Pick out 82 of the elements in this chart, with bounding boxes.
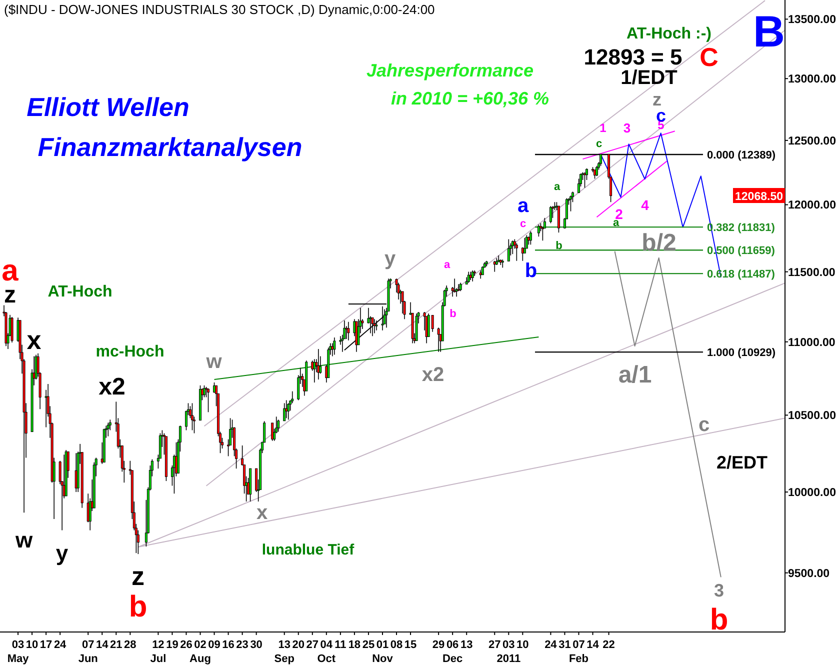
annotation: AT-Hoch (48, 284, 112, 301)
annotation: 1 (600, 121, 607, 136)
ref-line-label: 0.000 (12389) (707, 149, 776, 162)
x-tick-label: 29 (432, 639, 445, 651)
x-tick-label: 20 (292, 639, 305, 651)
annotation: lunablue Tief (262, 541, 356, 558)
x-tick-label: 31 (558, 639, 571, 651)
annotation: a (554, 180, 561, 193)
annotation: in 2010 = +60,36 % (390, 88, 550, 108)
annotation: b (128, 590, 148, 624)
y-tick-label: 12000.00 (788, 200, 836, 212)
annotation: y (56, 540, 69, 566)
annotation: b (710, 604, 728, 636)
x-tick-label: 24 (54, 639, 68, 651)
x-tick-label: 25 (362, 639, 375, 651)
x-tick-label: 10 (516, 639, 529, 651)
x-tick-label: 21 (110, 639, 122, 651)
x-tick-label: 30 (250, 639, 262, 651)
annotation: z (652, 89, 662, 110)
y-tick-label: 13000.00 (788, 74, 836, 86)
annotation: x2 (422, 364, 444, 386)
x-tick-label: 28 (124, 639, 136, 651)
annotation: a (444, 258, 451, 271)
annotation: 1/EDT (620, 67, 678, 89)
x-tick-label: 27 (488, 639, 501, 651)
annotation: 4 (641, 196, 650, 213)
annotation: x (26, 325, 42, 356)
annotation: c (596, 138, 602, 150)
annotation: a/1 (618, 361, 652, 388)
annotation: b (524, 260, 538, 282)
x-tick-label: 23 (236, 639, 248, 651)
y-tick-label: 10000.00 (788, 487, 836, 500)
annotation: 12068.50 (735, 191, 783, 204)
annotation: AT-Hoch :-) (626, 26, 712, 43)
x-tick-label: 14 (586, 639, 600, 651)
x-tick-label: 13 (460, 639, 473, 651)
annotation: x2 (98, 373, 126, 400)
y-tick-label: 9500.00 (788, 568, 830, 580)
ref-line-label: 1.000 (10929) (707, 347, 776, 360)
x-tick-label: 15 (404, 639, 417, 651)
x-tick-label: 04 Oct (317, 639, 336, 665)
x-tick-label: 10 (26, 639, 38, 651)
annotation: mc-Hoch (96, 344, 164, 361)
annotation: 2/EDT (716, 452, 768, 472)
x-tick-label: 16 (222, 639, 234, 651)
x-tick-label: 12 Jul (150, 639, 166, 665)
annotation: C (700, 42, 719, 72)
x-tick-label: 17 (40, 639, 52, 651)
annotation: 3 (714, 580, 724, 600)
x-tick-label: 27 (306, 639, 319, 651)
annotation: w (14, 528, 34, 553)
x-tick-label: 19 (166, 639, 178, 651)
annotation: Elliott Wellen (26, 92, 190, 122)
y-tick-label: 10500.00 (788, 410, 836, 422)
y-tick-label: 13500.00 (788, 14, 836, 26)
x-tick-label: 09 (208, 639, 220, 651)
x-tick-label: 08 (390, 639, 403, 651)
annotation: b/2 (642, 229, 676, 256)
y-tick-label: 11000.00 (788, 336, 836, 349)
x-tick-label: 11 (334, 639, 346, 651)
annotation: c (698, 414, 710, 436)
annotation: z (132, 561, 144, 592)
annotation: w (205, 351, 222, 373)
chart-title: ($INDU - DOW-JONES INDUSTRIALS 30 STOCK ,D) Dynamic,0:00-24:00 (4, 2, 435, 17)
annotation: B (753, 7, 785, 56)
annotation: Finanzmarktanalysen (38, 132, 302, 162)
annotation: b (450, 308, 457, 320)
annotation: c (520, 218, 526, 230)
annotation: Jahresperformance (366, 60, 534, 80)
annotation: 3 (623, 120, 631, 136)
x-tick-label: 24 (544, 639, 558, 651)
annotation: 12893 = 5 (584, 44, 682, 70)
x-tick-label: 26 (180, 639, 192, 651)
annotation: y (384, 248, 396, 270)
x-tick-label: 14 (96, 639, 110, 651)
y-tick-label: 11500.00 (788, 266, 836, 279)
x-tick-label: 22 (602, 639, 615, 651)
annotation: a (517, 195, 530, 217)
annotation: b (556, 240, 563, 252)
annotation: x (256, 502, 268, 524)
y-tick-label: 12500.00 (788, 135, 836, 148)
x-tick-label: 18 (348, 639, 361, 651)
